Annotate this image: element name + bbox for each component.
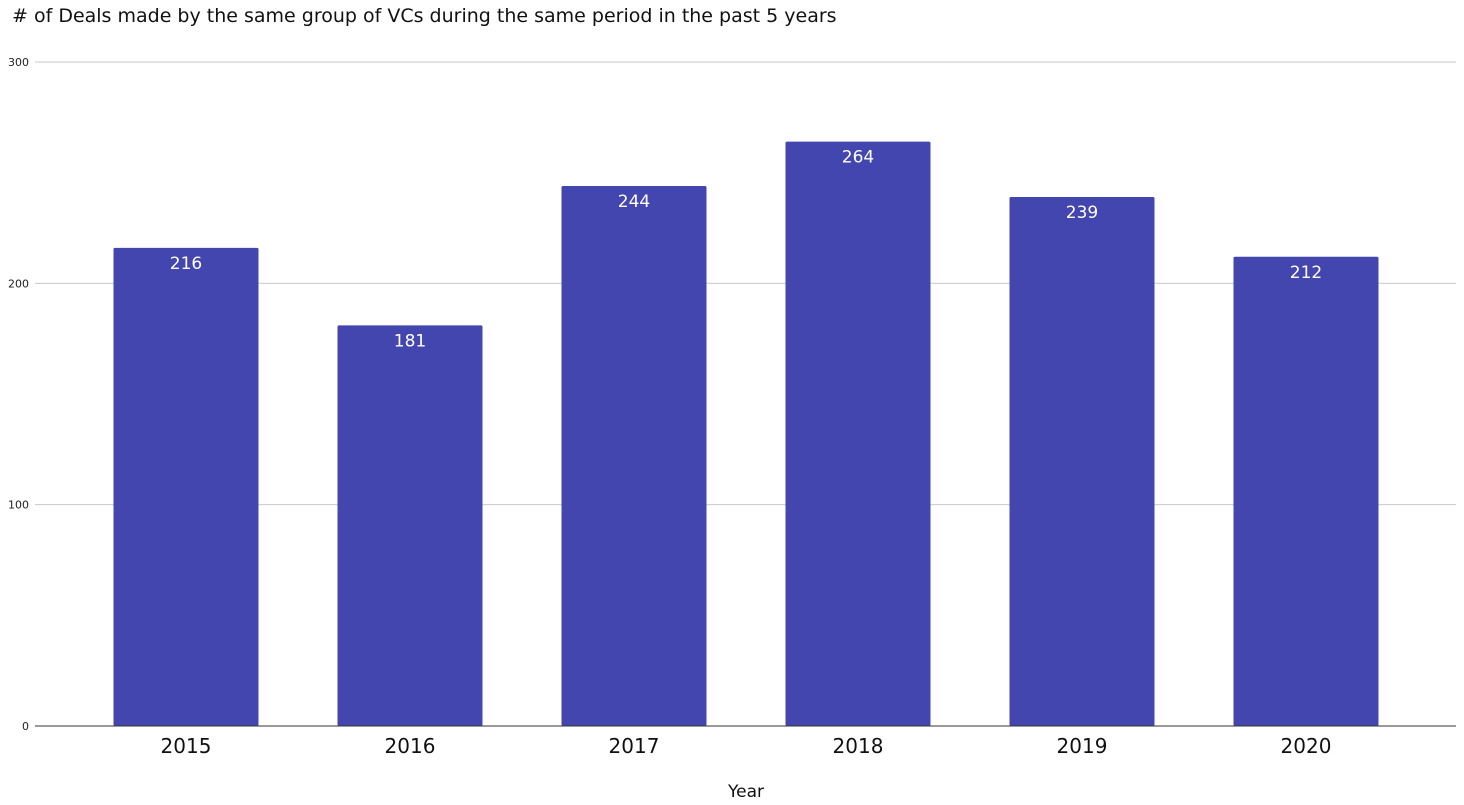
data-label-2018: 264	[842, 148, 874, 168]
data-label-2016: 181	[394, 331, 426, 351]
y-tick-label: 200	[8, 277, 29, 290]
x-tick-label-2017: 2017	[609, 734, 660, 758]
bar-2020	[1233, 256, 1379, 726]
x-axis-label: Year	[727, 782, 764, 802]
bars: 216 181 244 264 239 212	[113, 141, 1379, 727]
bar-2019	[1009, 197, 1155, 727]
bar-2015	[113, 247, 259, 727]
x-tick-label-2018: 2018	[833, 734, 884, 758]
y-tick-label: 0	[22, 720, 29, 733]
bar-2018	[785, 141, 931, 726]
x-tick-label-2016: 2016	[385, 734, 436, 758]
chart-title: # of Deals made by the same group of VCs…	[12, 5, 837, 27]
x-tick-label-2015: 2015	[161, 734, 212, 758]
bar-2017	[561, 185, 707, 727]
y-tick-label: 300	[8, 56, 29, 69]
y-axis-ticks: 0 100 200 300	[8, 56, 29, 733]
x-tick-label-2019: 2019	[1057, 734, 1108, 758]
data-label-2019: 239	[1066, 203, 1098, 223]
gridlines	[35, 61, 1456, 506]
y-tick-label: 100	[8, 499, 29, 512]
bar-2016	[337, 325, 483, 726]
data-label-2017: 244	[618, 192, 650, 212]
x-tick-label-2020: 2020	[1281, 734, 1332, 758]
data-label-2020: 212	[1290, 263, 1322, 283]
data-label-2015: 216	[170, 254, 202, 274]
x-axis-ticks: 2015 2016 2017 2018 2019 2020	[161, 734, 1332, 758]
